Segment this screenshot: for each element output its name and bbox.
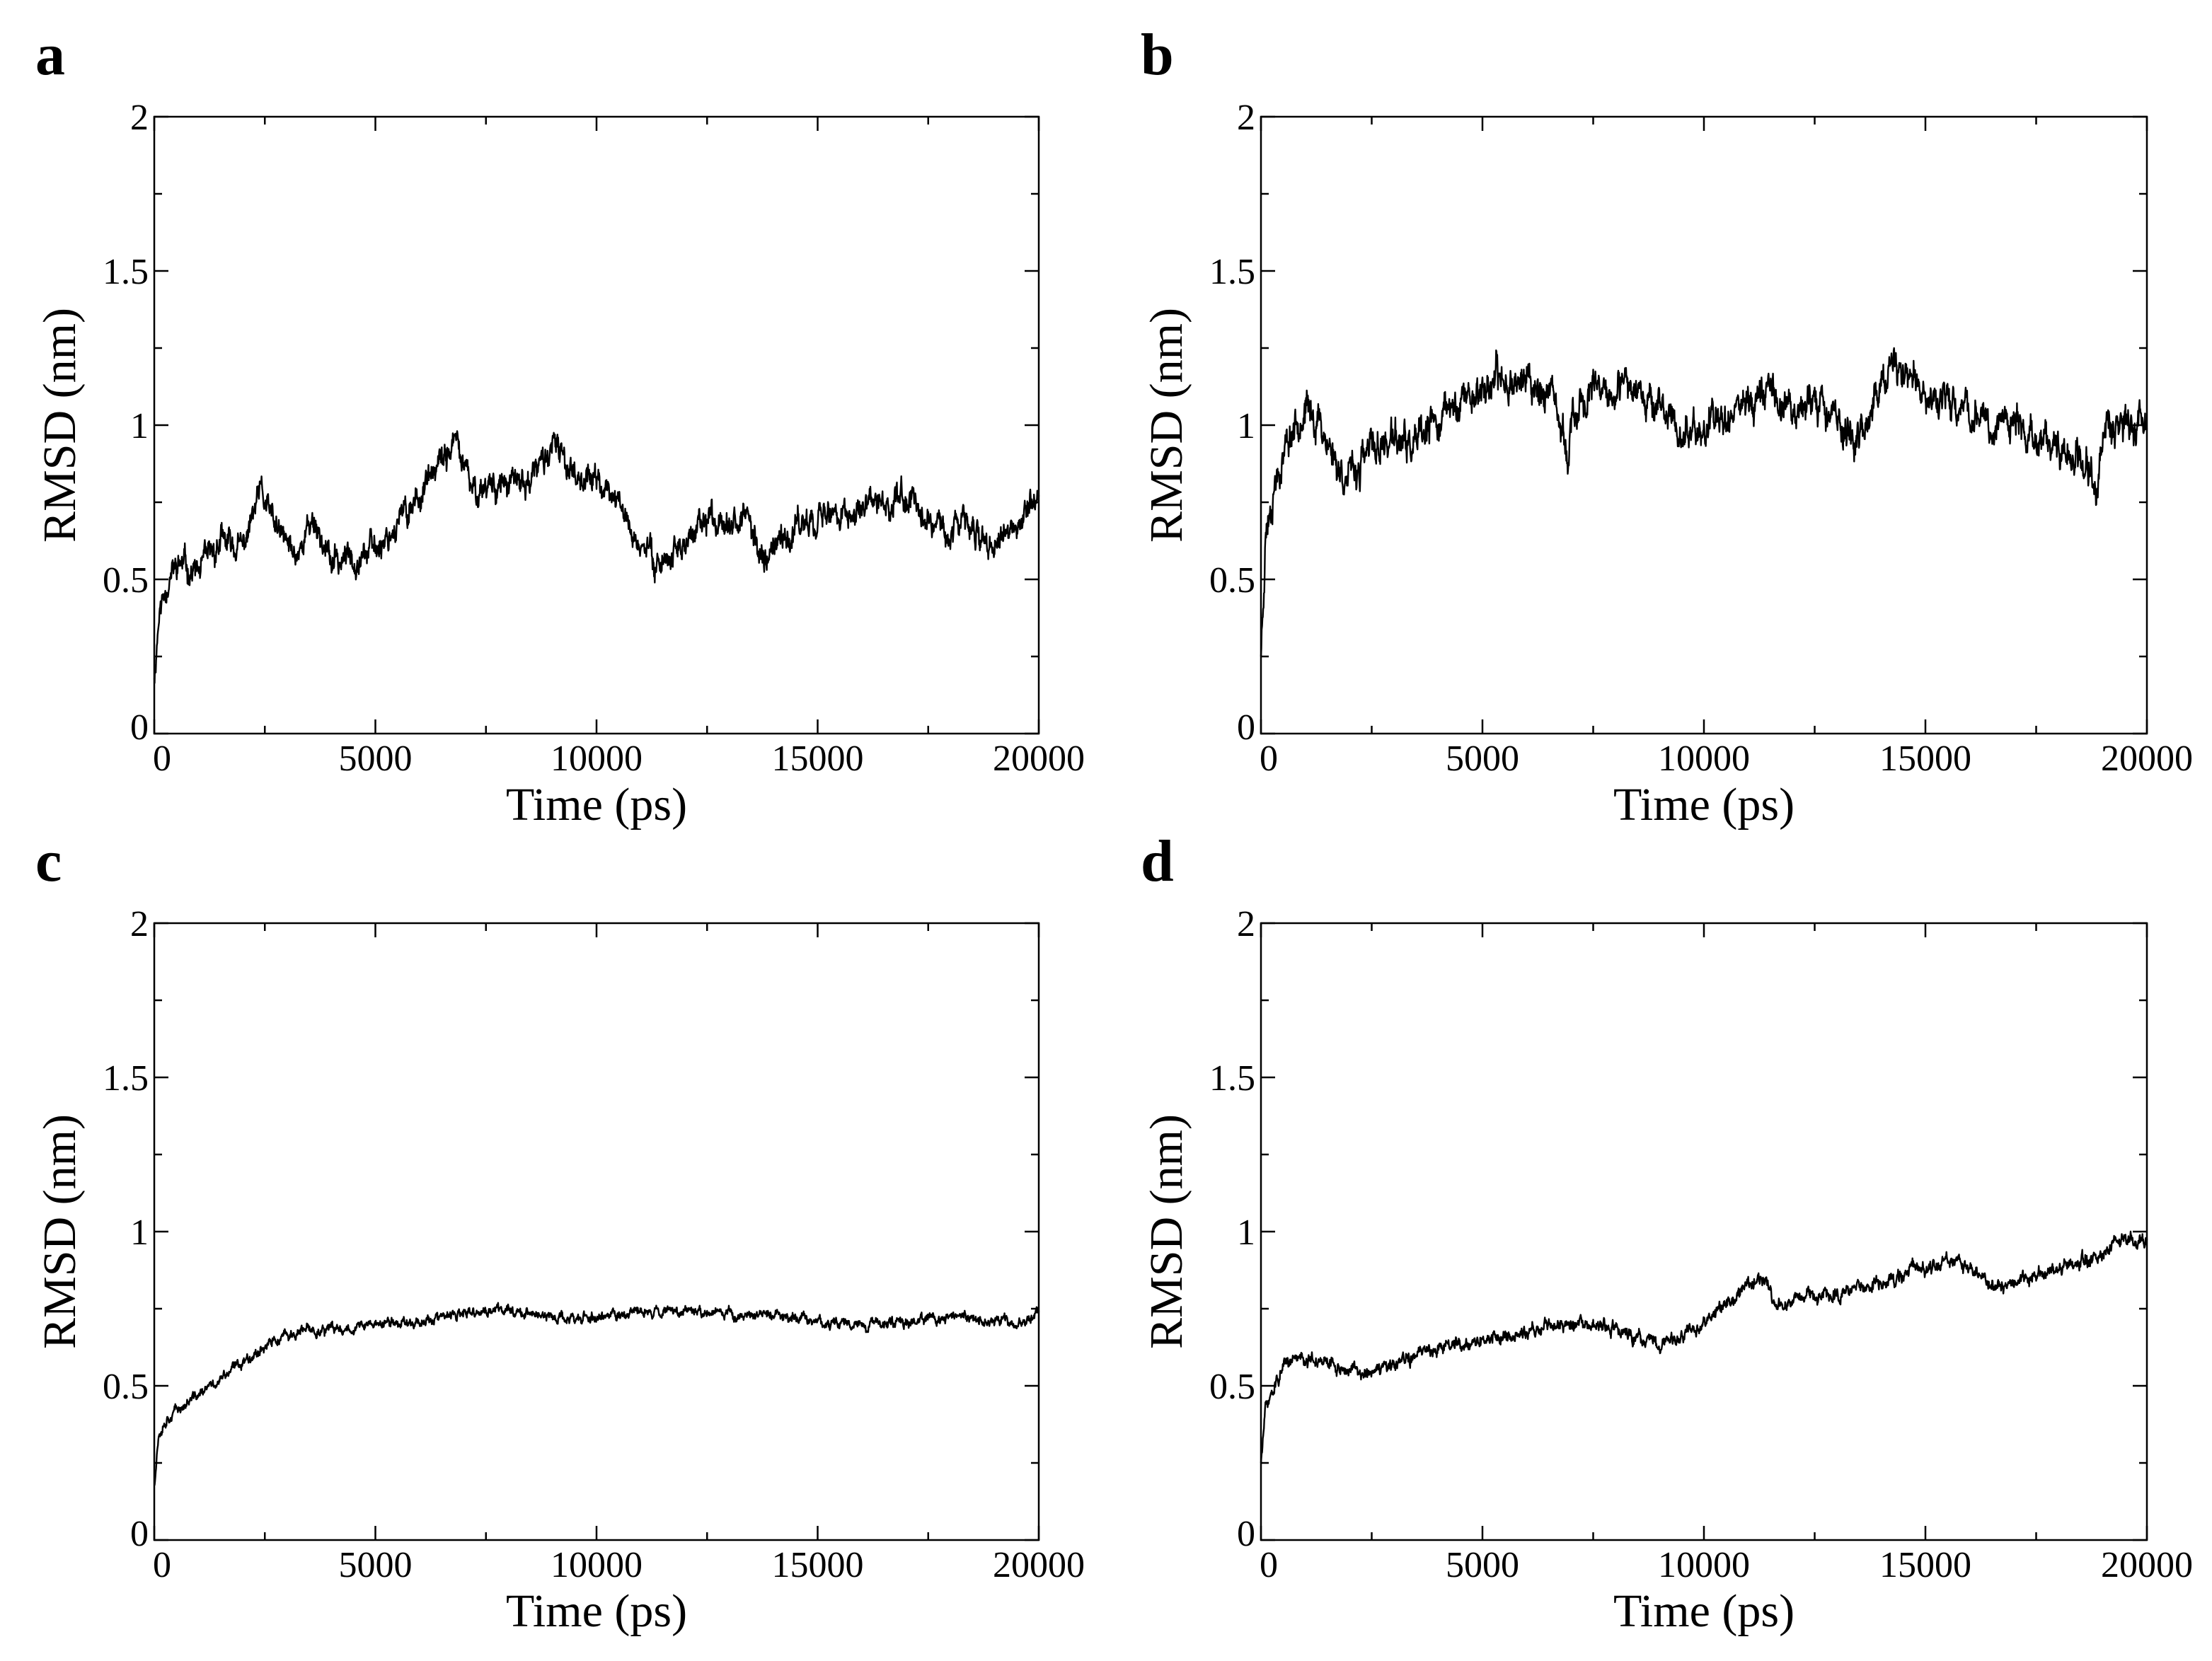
panel-a-x-tick-label: 5000 [339,739,413,779]
panel-b-y-tick-label: 1.5 [1209,252,1255,292]
panel-d-x-axis-title: Time (ps) [1613,1585,1795,1637]
panel-d-x-tick-label: 10000 [1658,1545,1750,1585]
panel-c-y-tick-label: 1 [130,1213,149,1253]
panel-a-rmsd-line [153,430,1040,684]
panel-b-y-axis-title: RMSD (nm) [1141,308,1192,543]
panel-a-x-tick-label: 0 [153,739,171,779]
panel-b-y-tick-label: 0.5 [1209,560,1255,601]
panel-a-x-axis-title: Time (ps) [506,779,687,830]
panel-b-x-tick-label: 20000 [2101,739,2193,779]
panel-a-x-tick-label: 15000 [772,739,864,779]
panel-a-y-tick-label: 1 [130,406,149,446]
panel-a-y-tick-label: 1.5 [103,252,149,292]
panel-c-x-tick-label: 0 [153,1545,171,1585]
panel-d-x-tick-label: 15000 [1879,1545,1971,1585]
panel-c-x-tick-label: 10000 [551,1545,643,1585]
panel-b-rmsd-line [1260,347,2148,657]
panel-a-y-axis-title: RMSD (nm) [34,308,86,543]
panel-d-x-tick-label: 0 [1260,1545,1278,1585]
panel-a-y-tick-label: 0.5 [103,560,149,601]
panel-c-y-tick-label: 0.5 [103,1367,149,1407]
panel-c-rmsd-line [153,1302,1040,1486]
panel-a-plot-frame [153,115,1040,735]
panel-d: d 0 5000 10000 15000 20000 0 0.5 1 1.5 2 Time (ps)… [1141,828,2193,1637]
panel-c-y-axis-title: RMSD (nm) [34,1114,86,1349]
panel-a-y-tick-label: 0 [130,707,149,748]
panel-c-plot-frame [153,922,1040,1541]
panel-d-y-tick-label: 1 [1237,1213,1255,1253]
panel-a-x-tick-label: 20000 [993,739,1085,779]
panel-c-x-axis-title: Time (ps) [506,1585,687,1637]
panel-b-label: b [1141,22,1174,88]
panel-a-y-tick-label: 2 [130,98,149,138]
panel-b-x-tick-label: 5000 [1446,739,1519,779]
panel-b-x-axis-title: Time (ps) [1613,779,1795,830]
panel-a-x-tick-label: 10000 [551,739,643,779]
panel-c-x-tick-label: 15000 [772,1545,864,1585]
panel-d-rmsd-line [1260,1230,2148,1464]
panel-c-y-tick-label: 1.5 [103,1058,149,1099]
panel-c-x-tick-label: 5000 [339,1545,413,1585]
panel-d-x-tick-label: 20000 [2101,1545,2193,1585]
panel-b-x-tick-label: 0 [1260,739,1278,779]
panel-b-y-tick-label: 0 [1237,707,1255,748]
panel-c-label: c [35,828,62,894]
panel-d-y-tick-label: 0.5 [1209,1367,1255,1407]
panel-d-y-axis-title: RMSD (nm) [1141,1114,1192,1349]
panel-a-label: a [35,22,65,88]
panel-c-y-tick-label: 0 [130,1514,149,1554]
panel-d-label: d [1141,828,1174,894]
panel-a: a 0 5000 10000 15000 20000 0 0.5 1 1.5 2 Time (ps)… [34,22,1085,830]
panel-c: c 0 5000 10000 15000 20000 0 0.5 1 1.5 2 Time (ps)… [34,828,1085,1637]
panel-b-x-tick-label: 10000 [1658,739,1750,779]
panel-d-plot-frame [1260,922,2148,1541]
panel-c-x-tick-label: 20000 [993,1545,1085,1585]
panel-c-y-tick-label: 2 [130,904,149,944]
panel-d-y-tick-label: 1.5 [1209,1058,1255,1099]
panel-b-y-tick-label: 2 [1237,98,1255,138]
panel-b-x-tick-label: 15000 [1879,739,1971,779]
panel-b: b 0 5000 10000 15000 20000 0 0.5 1 1.5 2 Time (ps)… [1141,22,2193,830]
panel-b-y-tick-label: 1 [1237,406,1255,446]
panel-d-y-tick-label: 0 [1237,1514,1255,1554]
panel-d-y-tick-label: 2 [1237,904,1255,944]
panel-d-x-tick-label: 5000 [1446,1545,1519,1585]
